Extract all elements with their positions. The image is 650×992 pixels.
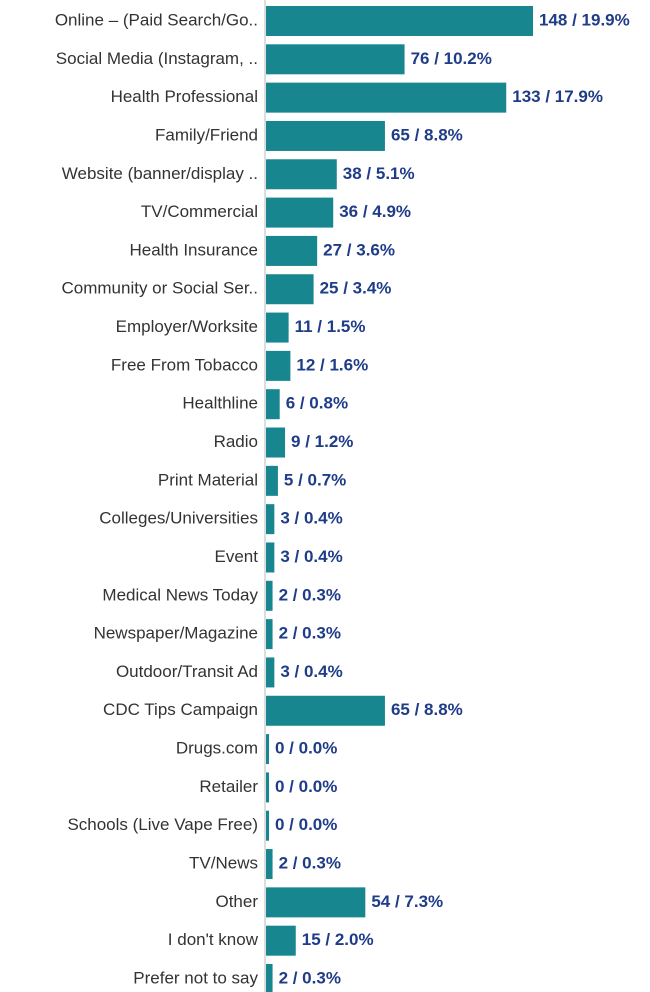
- category-label: Event: [215, 547, 259, 566]
- value-label: 36 / 4.9%: [339, 202, 411, 221]
- category-label: Free From Tobacco: [111, 355, 258, 374]
- category-label: Radio: [214, 432, 258, 451]
- category-label: Retailer: [199, 777, 258, 796]
- category-label: TV/News: [189, 854, 258, 873]
- bar: [266, 389, 280, 420]
- bar: [266, 235, 318, 266]
- category-label: TV/Commercial: [141, 202, 258, 221]
- value-label: 148 / 19.9%: [539, 10, 630, 29]
- value-label: 27 / 3.6%: [323, 240, 395, 259]
- bar: [266, 542, 275, 573]
- category-label: Community or Social Ser..: [61, 279, 258, 298]
- value-label: 65 / 8.8%: [391, 125, 463, 144]
- bar: [266, 734, 269, 765]
- category-label: Family/Friend: [155, 125, 258, 144]
- bar: [266, 772, 269, 803]
- category-label: Schools (Live Vape Free): [67, 815, 258, 834]
- value-label: 15 / 2.0%: [302, 930, 374, 949]
- category-label: Employer/Worksite: [116, 317, 258, 336]
- bar: [266, 657, 275, 688]
- bar: [266, 580, 273, 611]
- bar: [266, 312, 289, 343]
- value-label: 0 / 0.0%: [275, 777, 337, 796]
- value-label: 2 / 0.3%: [279, 624, 341, 643]
- value-label: 11 / 1.5%: [295, 317, 366, 336]
- category-label: Medical News Today: [102, 585, 258, 604]
- value-label: 0 / 0.0%: [275, 739, 337, 758]
- bar: [266, 159, 337, 190]
- value-label: 2 / 0.3%: [279, 585, 341, 604]
- value-label: 9 / 1.2%: [291, 432, 353, 451]
- bar: [266, 887, 366, 918]
- bar: [266, 810, 269, 841]
- bar: [266, 619, 273, 650]
- category-label: Drugs.com: [176, 739, 258, 758]
- value-label: 25 / 3.4%: [320, 279, 392, 298]
- bar: [266, 350, 291, 381]
- bar: [266, 427, 286, 458]
- value-label: 76 / 10.2%: [411, 49, 492, 68]
- value-label: 0 / 0.0%: [275, 815, 337, 834]
- bar: [266, 6, 533, 36]
- value-label: 54 / 7.3%: [371, 892, 443, 911]
- value-label: 3 / 0.4%: [280, 547, 342, 566]
- bar: [266, 695, 385, 726]
- bar: [266, 849, 273, 880]
- value-label: 65 / 8.8%: [391, 700, 463, 719]
- category-label: Health Insurance: [129, 240, 258, 259]
- category-label: Online – (Paid Search/Go..: [55, 10, 258, 29]
- category-label: Healthline: [182, 394, 258, 413]
- bar: [266, 925, 296, 956]
- category-label: Prefer not to say: [133, 968, 258, 987]
- category-label: Print Material: [158, 470, 258, 489]
- bar: [266, 82, 507, 113]
- category-label: Newspaper/Magazine: [94, 624, 258, 643]
- bar: [266, 44, 405, 75]
- value-label: 3 / 0.4%: [280, 509, 342, 528]
- category-label: Colleges/Universities: [99, 509, 258, 528]
- category-label: Website (banner/display ..: [62, 164, 258, 183]
- category-label: Social Media (Instagram, ..: [56, 49, 258, 68]
- bar: [266, 197, 334, 228]
- category-label: I don't know: [168, 930, 259, 949]
- category-label: Other: [215, 892, 258, 911]
- value-label: 38 / 5.1%: [343, 164, 415, 183]
- category-label: Outdoor/Transit Ad: [116, 662, 258, 681]
- value-label: 5 / 0.7%: [284, 470, 346, 489]
- value-label: 2 / 0.3%: [279, 854, 341, 873]
- category-label: Health Professional: [111, 87, 258, 106]
- bar: [266, 465, 278, 496]
- value-label: 3 / 0.4%: [280, 662, 342, 681]
- value-label: 12 / 1.6%: [296, 355, 368, 374]
- bar: [266, 964, 273, 992]
- bar: [266, 120, 385, 151]
- value-label: 2 / 0.3%: [279, 968, 341, 987]
- value-label: 6 / 0.8%: [286, 394, 348, 413]
- bar: [266, 504, 275, 535]
- bar: [266, 274, 314, 305]
- value-label: 133 / 17.9%: [512, 87, 603, 106]
- category-label: CDC Tips Campaign: [103, 700, 258, 719]
